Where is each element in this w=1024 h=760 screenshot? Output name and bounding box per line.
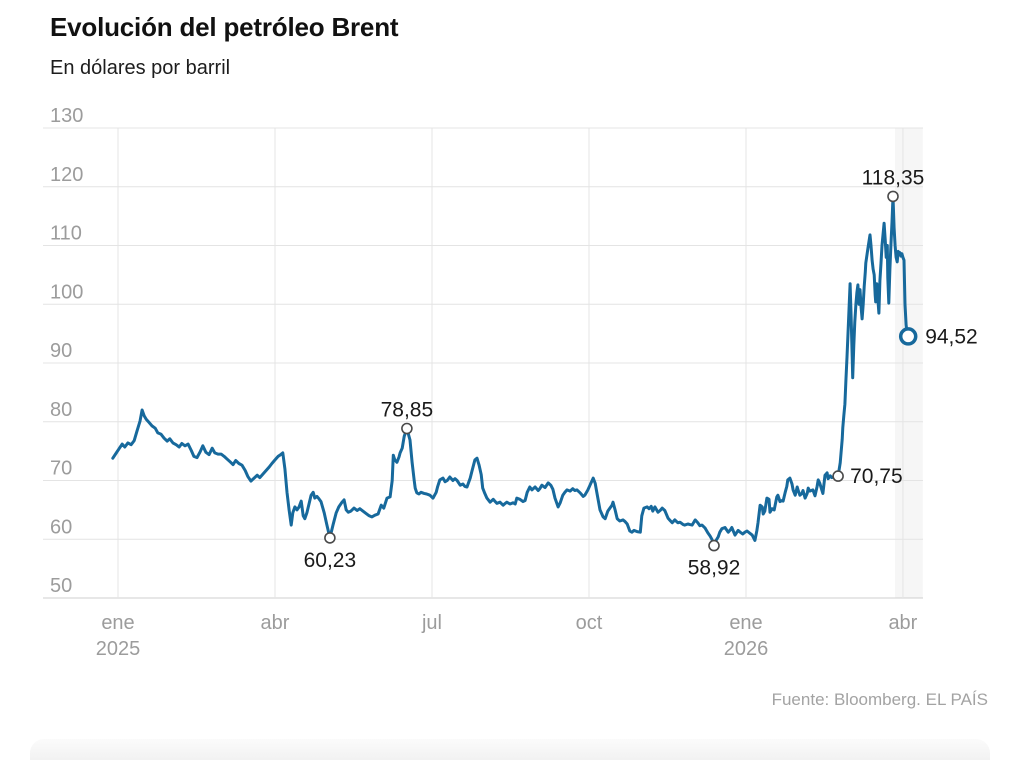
x-axis-tick-label: oct [576, 612, 603, 634]
x-axis-tick-label: jul [421, 612, 442, 634]
chart-subtitle: En dólares por barril [50, 57, 231, 79]
annotation-marker [708, 539, 720, 552]
annotation-marker [832, 470, 844, 482]
x-axis-year-label: 2026 [724, 638, 769, 660]
annotation-label: 118,35 [862, 166, 925, 189]
annotation-label: 70,75 [850, 465, 903, 488]
y-axis-tick-label: 90 [50, 340, 72, 362]
brent-price-line [111, 194, 910, 548]
x-axis-tick-label: ene [729, 612, 762, 634]
x-axis-tick-label: abr [888, 612, 917, 634]
x-axis-tick-label: ene [101, 612, 134, 634]
annotation-label: 78,85 [381, 399, 434, 422]
y-axis-tick-label: 100 [50, 281, 83, 303]
annotation-label: 94,52 [925, 325, 978, 348]
y-axis-tick-label: 120 [50, 164, 83, 186]
y-axis-tick-label: 130 [50, 105, 83, 127]
latest-value-marker [898, 327, 918, 346]
x-axis-tick-label: abr [261, 612, 290, 634]
annotation-label: 60,23 [304, 549, 357, 572]
annotation-label: 58,92 [688, 557, 741, 580]
y-axis-tick-label: 70 [50, 458, 72, 480]
annotation-marker [887, 190, 899, 203]
y-axis-tick-label: 110 [50, 223, 82, 245]
y-axis-tick-label: 80 [50, 399, 72, 421]
y-axis-tick-label: 50 [50, 575, 72, 597]
source-credit: Fuente: Bloomberg. EL PAÍS [771, 690, 988, 709]
x-axis-year-label: 2025 [96, 638, 141, 660]
annotation-marker [401, 422, 413, 435]
bottom-card-edge [30, 739, 990, 760]
annotation-marker [324, 532, 336, 544]
chart-title: Evolución del petróleo Brent [50, 12, 399, 42]
y-axis-tick-label: 60 [50, 516, 72, 538]
